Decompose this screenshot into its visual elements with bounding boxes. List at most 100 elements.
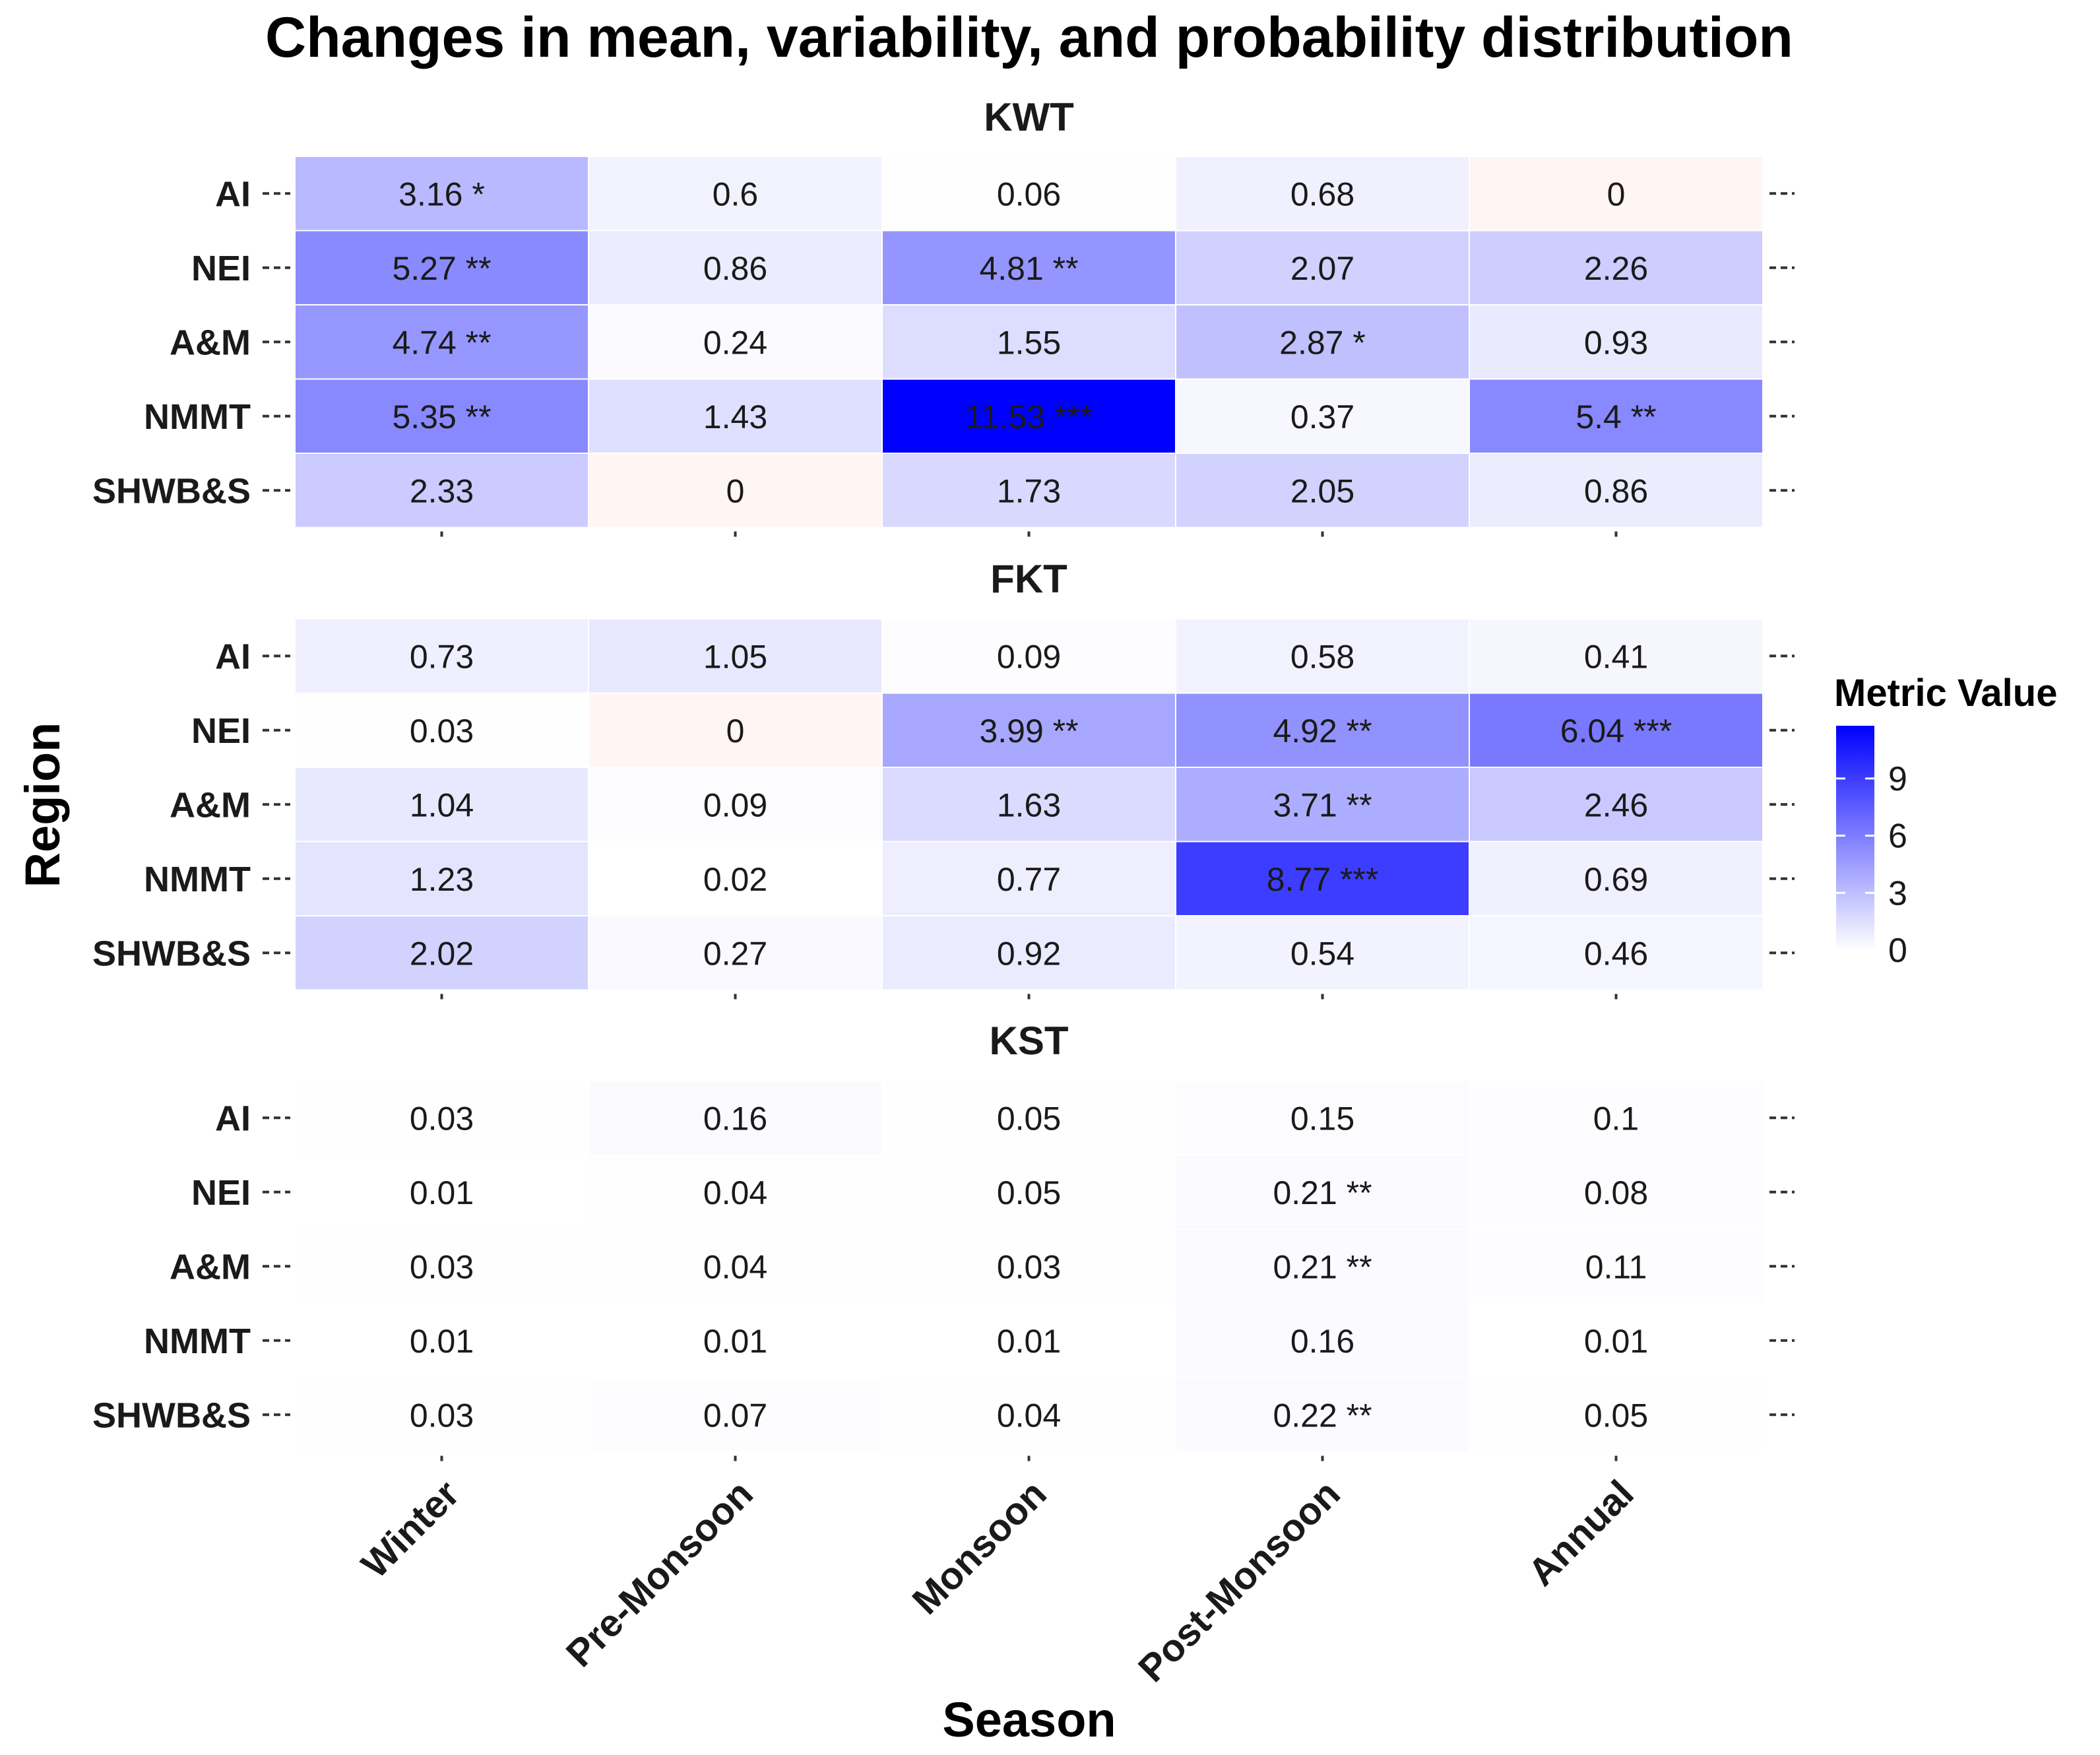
heat-cell-fkt-aandm-winter: [294, 767, 589, 843]
heat-cell-kwt-shwbands-annual: [1469, 453, 1764, 528]
cell-label: 2.05: [1290, 472, 1354, 509]
heat-cell-fkt-ai-winter: [294, 618, 589, 694]
cell-label: 0.01: [410, 1174, 474, 1211]
region-label-shwbands: SHWB&S: [92, 1395, 251, 1435]
cell-label: 0.01: [1584, 1323, 1648, 1360]
heat-cell-fkt-shwbands-winter: [294, 915, 589, 991]
region-label-nmmt: NMMT: [144, 1322, 251, 1361]
heat-cell-kwt-nei-monsoon: [881, 230, 1176, 305]
cell-label: 0.46: [1584, 935, 1648, 972]
region-label-ai: AI: [215, 174, 251, 214]
cell-label: 0.06: [997, 176, 1061, 212]
cell-label: 5.4 **: [1575, 399, 1656, 435]
cell-label: 3.99 **: [979, 713, 1078, 750]
cell-label: 1.04: [410, 786, 474, 823]
panel-fkt: FKT AI 0.73 1.05 0.09 0.58 0.41 NEI 0.03 0 3.99 **…: [92, 557, 1795, 1000]
legend-color-bar: [1836, 726, 1874, 950]
cell-label: 0.92: [997, 935, 1061, 972]
heat-cell-kst-shwbands-winter: [294, 1377, 589, 1453]
heat-cell-kwt-aandm-pre-monsoon: [588, 304, 883, 380]
legend-tick-label: 9: [1888, 760, 1907, 798]
region-label-aandm: A&M: [170, 323, 251, 362]
cell-label: 1.55: [997, 324, 1061, 361]
facet-panels: KWT AI 3.16 * 0.6 0.06 0.68 0 NEI 5.27 ** 0.86 4.8…: [92, 95, 1795, 1461]
cell-label: 0.24: [703, 324, 767, 361]
region-label-nmmt: NMMT: [144, 397, 251, 437]
region-label-nmmt: NMMT: [144, 860, 251, 899]
heat-cell-kwt-shwbands-post-monsoon: [1175, 453, 1470, 528]
cell-label: 0.03: [410, 1100, 474, 1137]
heat-cell-kst-nmmt-annual: [1469, 1302, 1764, 1378]
heat-cell-kst-aandm-monsoon: [881, 1228, 1176, 1304]
heat-cell-fkt-ai-annual: [1469, 618, 1764, 694]
chart-title: Changes in mean, variability, and probab…: [265, 6, 1793, 69]
heat-cell-kwt-aandm-monsoon: [881, 304, 1176, 380]
cell-label: 0.09: [997, 638, 1061, 675]
cell-label: 4.74 **: [392, 324, 491, 361]
heat-cell-kwt-shwbands-winter: [294, 453, 589, 528]
heat-cell-kst-shwbands-monsoon: [881, 1377, 1176, 1453]
facet-label-kwt: KWT: [984, 95, 1074, 139]
season-label-winter: Winter: [354, 1472, 468, 1586]
legend-title: Metric Value: [1834, 672, 2057, 715]
heat-cell-fkt-nei-monsoon: [881, 692, 1176, 768]
cell-label: 0.03: [997, 1248, 1061, 1285]
cell-label: 0.68: [1290, 176, 1354, 212]
heat-cell-fkt-shwbands-post-monsoon: [1175, 915, 1470, 991]
region-label-ai: AI: [215, 637, 251, 676]
cell-label: 0.05: [997, 1100, 1061, 1137]
season-label-monsoon: Monsoon: [904, 1472, 1054, 1622]
heat-cell-kst-ai-annual: [1469, 1080, 1764, 1156]
heat-cell-fkt-nei-pre-monsoon: [588, 692, 883, 768]
cell-label: 0.01: [703, 1323, 767, 1360]
cell-label: 0.01: [410, 1323, 474, 1360]
heat-cell-kwt-shwbands-monsoon: [881, 453, 1176, 528]
cell-label: 3.16 *: [398, 176, 485, 212]
season-label-annual: Annual: [1520, 1472, 1642, 1594]
cell-label: 0.77: [997, 861, 1061, 898]
cell-label: 0.73: [410, 638, 474, 675]
facet-label-fkt: FKT: [990, 557, 1067, 601]
cell-label: 0.03: [410, 713, 474, 750]
season-label-post-monsoon: Post-Monsoon: [1130, 1472, 1349, 1690]
heat-cell-kst-ai-winter: [294, 1080, 589, 1156]
cell-label: 0.86: [1584, 472, 1648, 509]
cell-label: 0.08: [1584, 1174, 1648, 1211]
legend-tick-label: 0: [1888, 932, 1907, 970]
cell-label: 0.03: [410, 1397, 474, 1434]
heat-cell-kwt-nmmt-winter: [294, 378, 589, 454]
legend-tick-label: 6: [1888, 817, 1907, 856]
cell-label: 1.23: [410, 861, 474, 898]
cell-label: 2.26: [1584, 250, 1648, 287]
facet-label-kst: KST: [990, 1019, 1069, 1063]
cell-label: 0.6: [713, 176, 759, 212]
cell-label: 0.04: [703, 1174, 767, 1211]
cell-label: 1.63: [997, 786, 1061, 823]
cell-label: 0.21 **: [1273, 1174, 1372, 1211]
region-label-shwbands: SHWB&S: [92, 471, 251, 511]
cell-label: 0.1: [1593, 1100, 1639, 1137]
cell-label: 0.21 **: [1273, 1248, 1372, 1285]
cell-label: 4.92 **: [1273, 713, 1372, 750]
cell-label: 0.05: [997, 1174, 1061, 1211]
region-label-aandm: A&M: [170, 1247, 251, 1287]
region-label-aandm: A&M: [170, 785, 251, 825]
cell-label: 0.86: [703, 250, 767, 287]
cell-label: 2.87 *: [1279, 324, 1366, 361]
cell-label: 0.16: [703, 1100, 767, 1137]
cell-label: 0.27: [703, 935, 767, 972]
heat-cell-kst-nmmt-post-monsoon: [1175, 1302, 1470, 1378]
cell-label: 6.04 ***: [1560, 713, 1672, 750]
heat-cell-fkt-shwbands-monsoon: [881, 915, 1176, 991]
heat-cell-fkt-nei-winter: [294, 692, 589, 768]
heat-cell-fkt-shwbands-pre-monsoon: [588, 915, 883, 991]
heat-cell-fkt-aandm-monsoon: [881, 767, 1176, 843]
region-label-shwbands: SHWB&S: [92, 934, 251, 973]
region-label-ai: AI: [215, 1099, 251, 1138]
legend-ticks: 0 3 6 9: [1836, 760, 1907, 970]
heat-cell-kwt-nmmt-pre-monsoon: [588, 378, 883, 454]
cell-label: 1.43: [703, 399, 767, 435]
heat-cell-kwt-aandm-winter: [294, 304, 589, 380]
heat-cell-kst-shwbands-annual: [1469, 1377, 1764, 1453]
heat-cell-kwt-nei-winter: [294, 230, 589, 305]
